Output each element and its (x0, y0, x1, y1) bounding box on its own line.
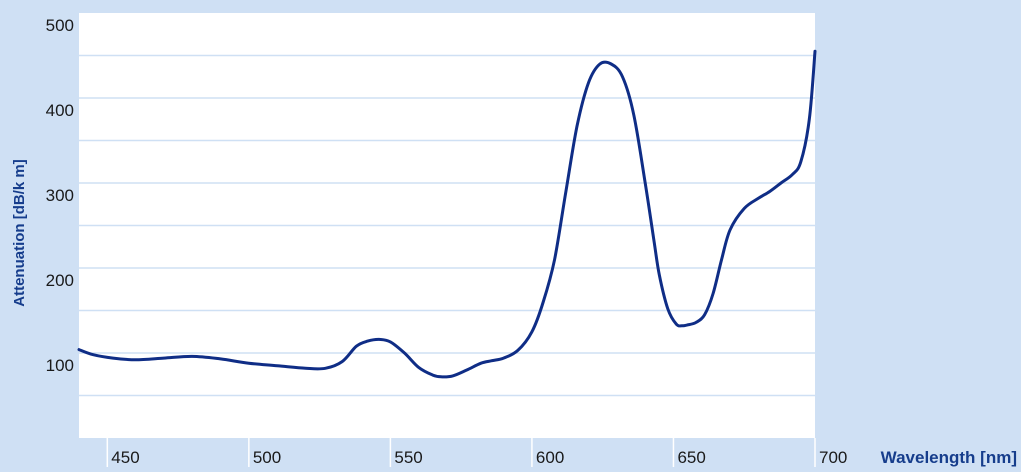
x-tick-label: 600 (536, 448, 564, 467)
y-tick-label: 300 (46, 186, 74, 205)
y-tick-label: 400 (46, 101, 74, 120)
y-tick-label: 100 (46, 356, 74, 375)
x-axis-ticks: 450 500 550 600 650 700 (106, 438, 847, 467)
x-tick-label: 700 (819, 448, 847, 467)
y-axis-ticks: 100 200 300 400 500 (46, 16, 74, 375)
x-tick-label: 650 (677, 448, 705, 467)
y-tick-label: 500 (46, 16, 74, 35)
x-tick-label: 550 (394, 448, 422, 467)
attenuation-series-line (77, 49, 817, 379)
y-axis-label: Attenuation [dB/k m] (11, 159, 28, 307)
grid-lines (79, 54, 815, 397)
x-tick-label: 450 (111, 448, 139, 467)
x-tick-label: 500 (253, 448, 281, 467)
y-tick-label: 200 (46, 271, 74, 290)
x-axis-label: Wavelength [nm] (881, 448, 1017, 467)
